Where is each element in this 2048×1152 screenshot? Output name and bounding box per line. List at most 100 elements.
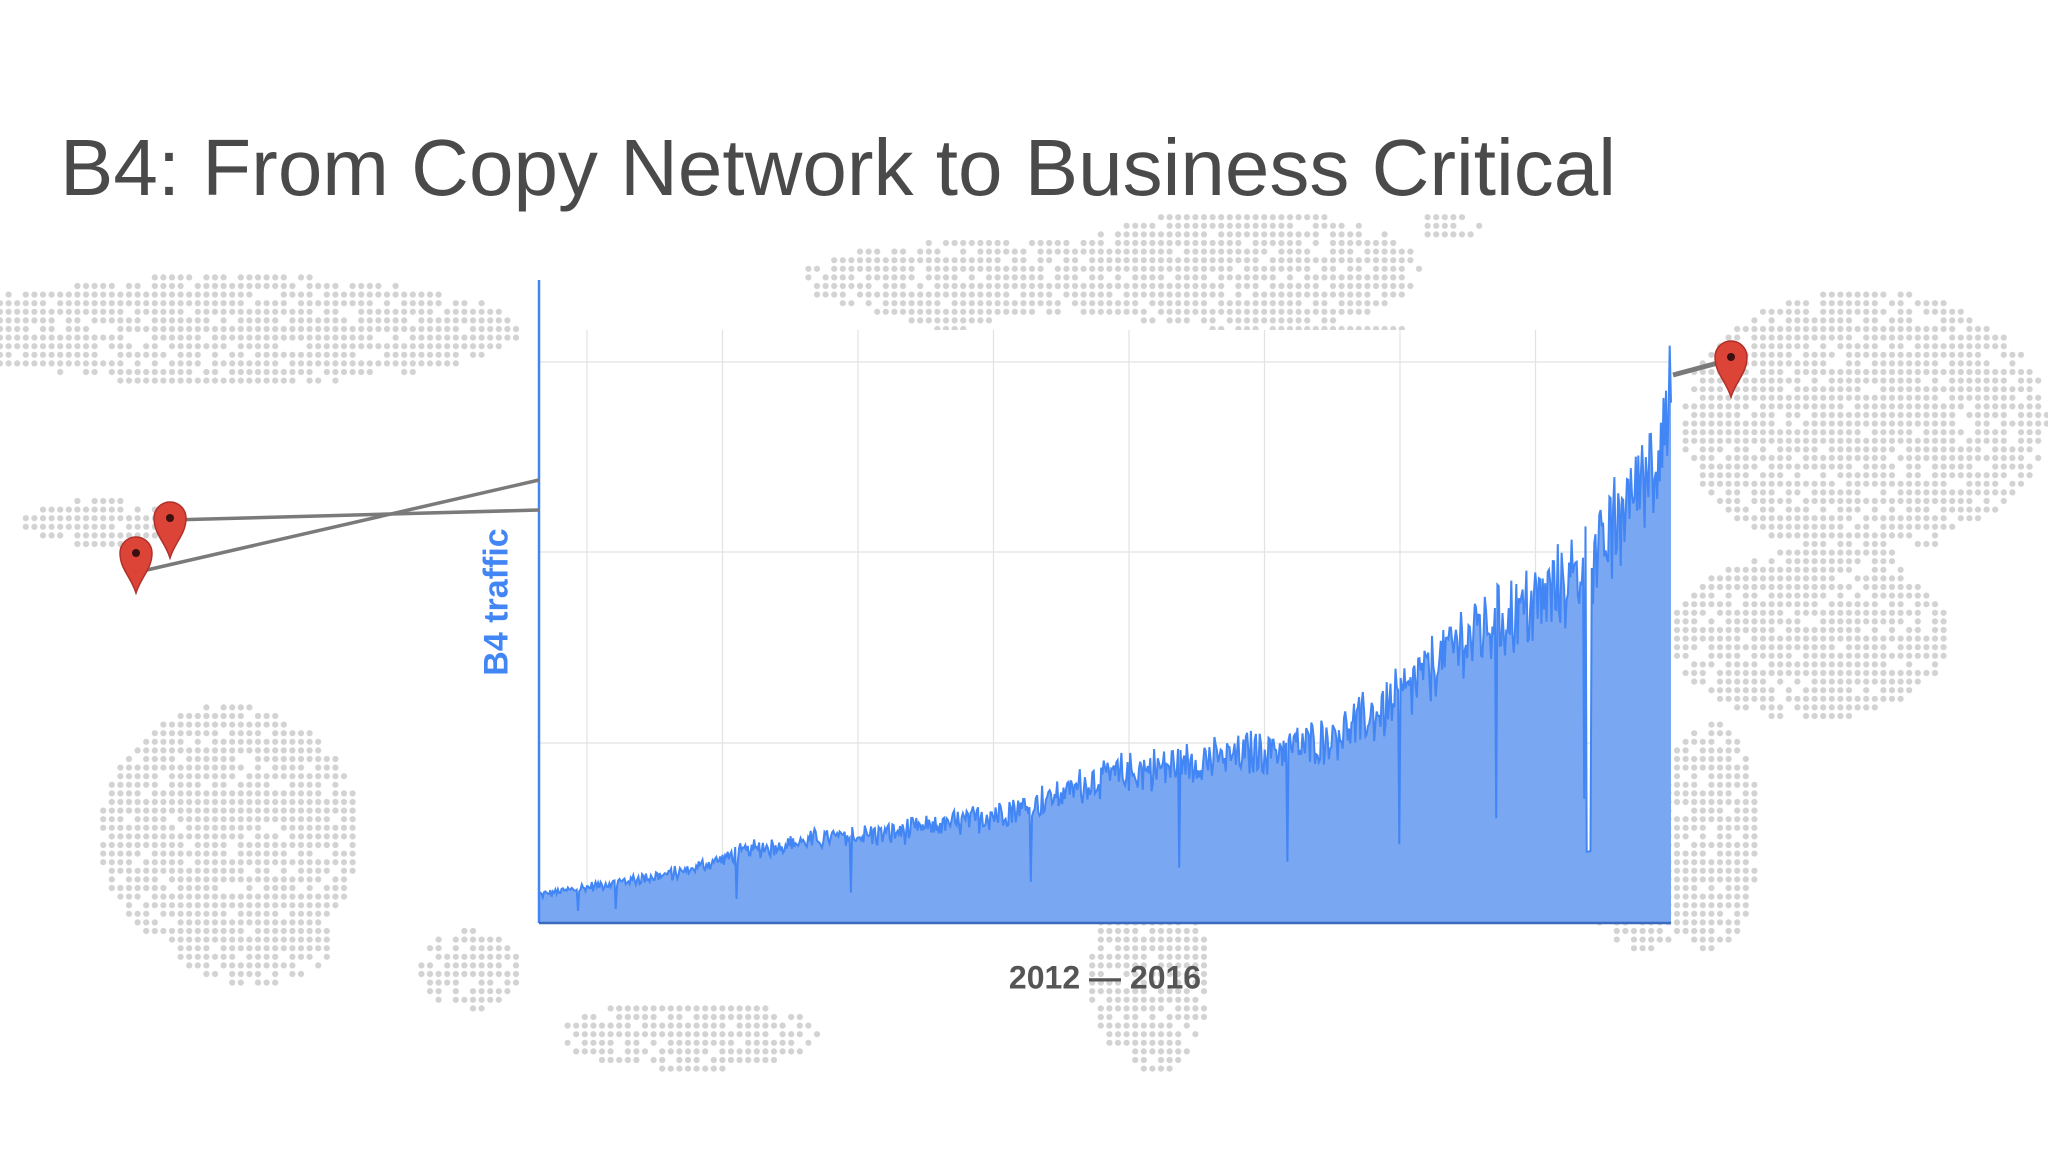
map-dot (91, 334, 98, 341)
map-dot (1329, 291, 1337, 298)
map-dot (323, 360, 330, 367)
map-dot (177, 351, 184, 358)
map-dot (1243, 265, 1251, 272)
map-dot (1269, 291, 1276, 298)
map-dot (908, 291, 915, 298)
map-dot (1372, 257, 1380, 264)
map-dot (942, 308, 950, 315)
map-dot (934, 317, 941, 324)
map-dot (899, 248, 907, 255)
map-dot (865, 291, 872, 298)
map-dot (1974, 429, 1982, 436)
map-dot (349, 351, 356, 358)
map-dot (848, 282, 855, 290)
map-dot (2009, 420, 2016, 427)
map-dot (1794, 377, 1801, 384)
map-dot (1226, 308, 1233, 315)
map-dot (168, 334, 176, 341)
map-dot (237, 282, 244, 290)
map-dot (323, 282, 330, 290)
map-dot (91, 308, 98, 315)
map-dot (57, 343, 64, 350)
map-dot (1863, 351, 1870, 358)
map-dot (1347, 274, 1354, 281)
map-dot (117, 334, 124, 341)
map-dot (1811, 317, 1818, 324)
map-dot (323, 325, 330, 333)
map-dot (280, 308, 287, 315)
map-dot (1957, 360, 1964, 367)
map-dot (1329, 248, 1337, 255)
map-dot (1931, 377, 1939, 384)
map-dot (323, 300, 330, 307)
map-dot (1183, 274, 1190, 281)
map-dot (1355, 239, 1362, 247)
map-dot (246, 377, 253, 384)
map-dot (968, 317, 975, 324)
map-dot (1863, 291, 1870, 298)
map-dot (366, 291, 373, 298)
map-dot (1089, 265, 1096, 272)
map-dot (917, 317, 924, 324)
map-dot (125, 351, 133, 358)
map-dot (1390, 239, 1397, 247)
map-dot (91, 343, 98, 350)
map-dot (1381, 248, 1388, 255)
map-dot (1699, 420, 1706, 427)
map-dot (2026, 386, 2033, 393)
map-dot (994, 300, 1001, 307)
map-dot (211, 343, 219, 350)
map-dot (1940, 343, 1947, 350)
map-dot (22, 317, 29, 324)
map-dot (349, 334, 356, 341)
map-dot (297, 274, 305, 281)
map-dot (1837, 403, 1844, 410)
map-dot (1888, 351, 1896, 358)
map-dot (418, 360, 425, 367)
map-dot (1407, 282, 1414, 290)
map-dot (891, 300, 898, 307)
map-dot (1751, 351, 1758, 358)
map-dot (942, 291, 950, 298)
map-dot (1992, 429, 1999, 436)
map-dot (1295, 317, 1302, 324)
map-dot (211, 351, 219, 358)
map-dot (31, 334, 38, 341)
map-dot (1097, 300, 1104, 307)
map-dot (65, 343, 72, 350)
map-dot (1192, 308, 1199, 315)
map-dot (1157, 214, 1165, 221)
map-dot (1802, 429, 1810, 436)
map-dot (1132, 248, 1139, 255)
map-dot (151, 282, 158, 290)
map-dot (1398, 282, 1405, 290)
map-dot (1906, 317, 1913, 324)
map-dot (1226, 274, 1233, 281)
map-dot (22, 325, 29, 333)
map-dot (1949, 403, 1956, 410)
map-dot (2035, 403, 2042, 410)
map-dot (1957, 351, 1964, 358)
map-dot (65, 360, 72, 367)
map-dot (1304, 248, 1311, 255)
map-dot (358, 334, 365, 341)
map-dot (1828, 308, 1835, 315)
map-dot (1123, 291, 1130, 298)
map-dot (1828, 300, 1835, 307)
map-dot (1321, 222, 1328, 229)
map-dot (831, 257, 838, 264)
map-dot (813, 291, 821, 298)
map-dot (2026, 411, 2033, 419)
map-dot (1785, 403, 1792, 410)
map-dot (1871, 377, 1878, 384)
map-dot (1897, 343, 1904, 350)
map-dot (1888, 429, 1896, 436)
map-dot (263, 368, 270, 376)
map-dot (289, 291, 296, 298)
map-dot (237, 274, 244, 281)
map-dot (899, 291, 907, 298)
map-dot (831, 274, 838, 281)
map-dot (2026, 394, 2033, 401)
map-dot (1011, 300, 1018, 307)
map-dot (1871, 317, 1878, 324)
